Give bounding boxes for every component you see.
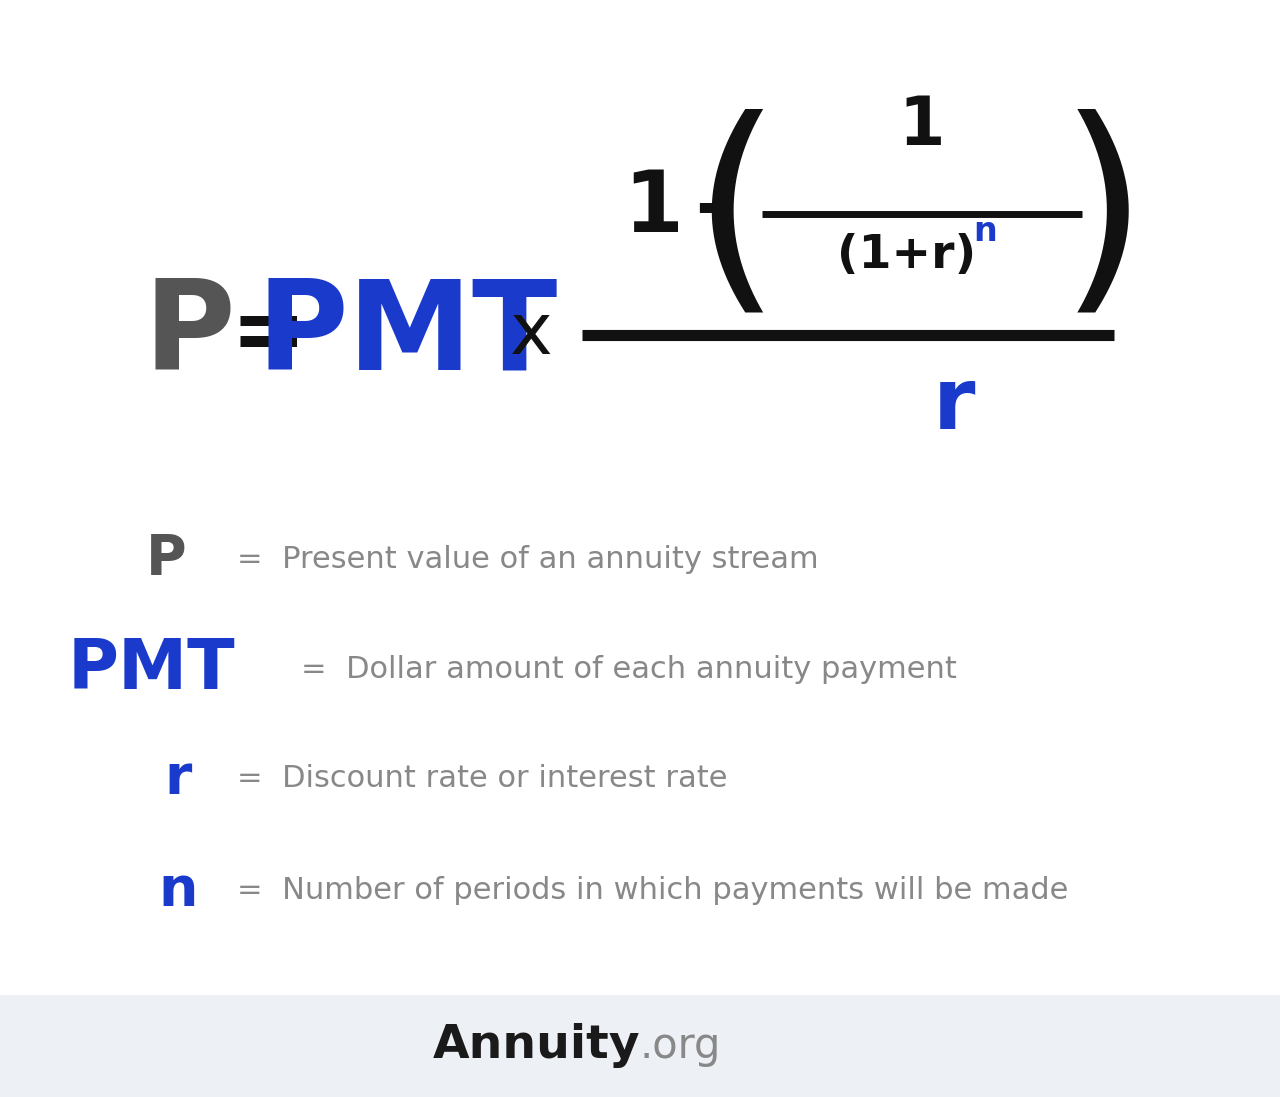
Text: n: n (159, 863, 197, 918)
Text: ): ) (1059, 109, 1148, 330)
Text: 1: 1 (899, 93, 945, 159)
Text: =  Number of periods in which payments will be made: = Number of periods in which payments wi… (237, 877, 1069, 905)
Text: Annuity: Annuity (433, 1024, 640, 1068)
Text: =  Discount rate or interest rate: = Discount rate or interest rate (237, 765, 727, 793)
Text: .org: .org (640, 1025, 722, 1067)
Text: r: r (932, 364, 975, 448)
Text: PMT: PMT (256, 274, 558, 395)
Text: =  Dollar amount of each annuity payment: = Dollar amount of each annuity payment (301, 655, 956, 683)
Text: 1: 1 (623, 167, 682, 250)
Text: P: P (146, 532, 187, 587)
Text: =: = (230, 291, 307, 378)
FancyBboxPatch shape (0, 995, 1280, 1097)
Text: =  Present value of an annuity stream: = Present value of an annuity stream (237, 545, 818, 574)
Text: (: ( (691, 109, 781, 330)
Text: PMT: PMT (68, 635, 234, 703)
Text: n: n (974, 215, 997, 248)
Text: -: - (695, 174, 726, 242)
Text: (1+r): (1+r) (837, 233, 975, 279)
Text: r: r (164, 751, 192, 806)
Text: x: x (509, 301, 553, 369)
Text: P: P (143, 274, 236, 395)
